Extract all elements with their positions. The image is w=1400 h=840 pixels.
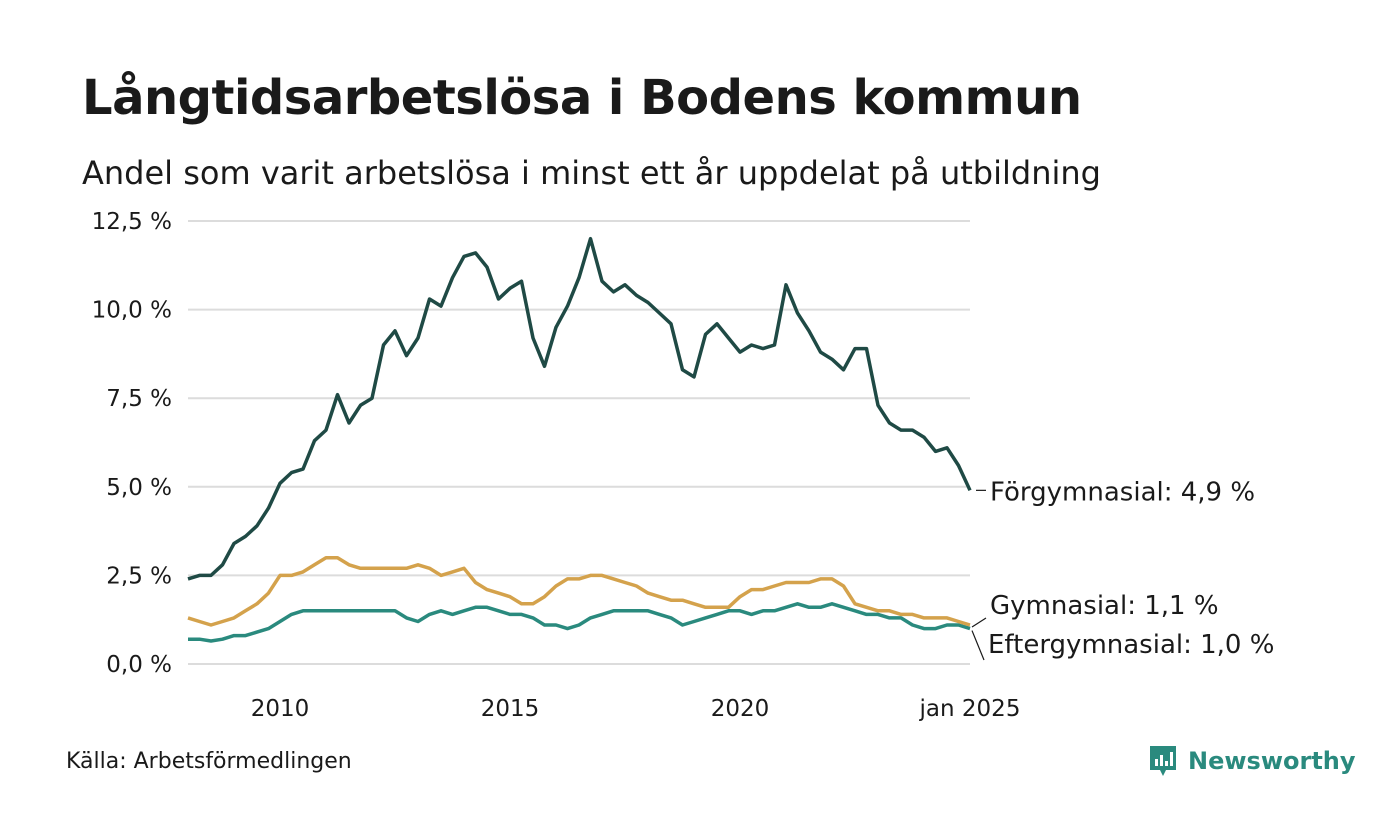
series-label-eftergymnasial: Eftergymnasial: 1,0 % xyxy=(988,630,1274,660)
source-note: Källa: Arbetsförmedlingen xyxy=(66,749,352,774)
y-tick-label: 12,5 % xyxy=(92,209,172,235)
series-lines xyxy=(187,236,972,643)
y-tick-label: 2,5 % xyxy=(106,563,172,589)
label-leader xyxy=(971,617,987,628)
series-end-labels: Förgymnasial: 4,9 % Gymnasial: 1,1 % Efter… xyxy=(971,477,1274,661)
brand-logo: Newsworthy xyxy=(1148,744,1356,778)
label-leader xyxy=(971,630,985,661)
chart-subtitle: Andel som varit arbetslösa i minst ett å… xyxy=(82,154,1101,192)
newsworthy-logo-icon xyxy=(1150,746,1176,776)
chart-title: Långtidsarbetslösa i Bodens kommun xyxy=(82,70,1082,126)
y-axis: 0,0 % 2,5 % 5,0 % 7,5 % 10,0 % 12,5 % xyxy=(92,209,172,678)
series-label-gymnasial: Gymnasial: 1,1 % xyxy=(990,591,1219,621)
y-tick-label: 0,0 % xyxy=(106,652,172,678)
x-tick-label: 2015 xyxy=(481,696,540,722)
y-tick-label: 7,5 % xyxy=(106,386,172,412)
series-line-gymnasial xyxy=(187,555,971,627)
series-line-eftergymnasial xyxy=(188,602,971,643)
y-tick-label: 10,0 % xyxy=(92,298,172,324)
x-tick-label: 2010 xyxy=(251,696,310,722)
x-tick-label: jan 2025 xyxy=(919,696,1021,722)
grid-lines xyxy=(188,220,970,665)
x-axis: 2010 2015 2020 jan 2025 xyxy=(251,696,1021,722)
series-line-förgymnasial xyxy=(187,236,972,581)
x-tick-label: 2020 xyxy=(711,696,770,722)
y-tick-label: 5,0 % xyxy=(106,475,172,501)
brand-name: Newsworthy xyxy=(1188,747,1356,775)
series-label-förgymnasial: Förgymnasial: 4,9 % xyxy=(990,477,1255,507)
